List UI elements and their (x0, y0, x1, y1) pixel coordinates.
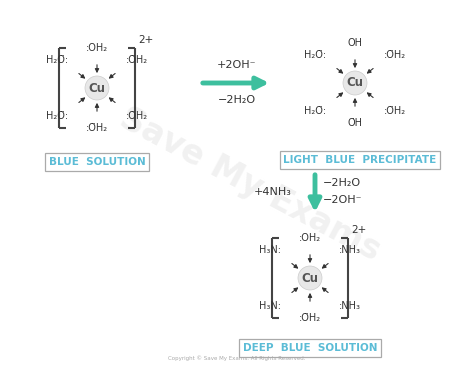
Text: 2+: 2+ (138, 35, 153, 45)
Text: LIGHT  BLUE  PRECIPITATE: LIGHT BLUE PRECIPITATE (283, 155, 437, 165)
Text: :ÖH₂: :ÖH₂ (299, 313, 321, 323)
Text: −2OH⁻: −2OH⁻ (323, 195, 363, 205)
Text: −2H₂O: −2H₂O (323, 178, 361, 188)
Circle shape (343, 71, 367, 95)
Text: :ÖH₂: :ÖH₂ (384, 105, 406, 116)
Circle shape (298, 266, 322, 290)
Text: Save My Exams: Save My Exams (114, 102, 386, 268)
Text: Cu: Cu (301, 272, 319, 284)
Text: H₂Ö:: H₂Ö: (46, 111, 68, 120)
Text: BLUE  SOLUTION: BLUE SOLUTION (49, 157, 146, 167)
Text: :ÖH₂: :ÖH₂ (384, 50, 406, 60)
Circle shape (85, 76, 109, 100)
Text: +4NH₃: +4NH₃ (254, 187, 292, 197)
Text: :NH₃: :NH₃ (339, 245, 361, 255)
Text: H₂Ö:: H₂Ö: (46, 55, 68, 65)
Text: Cu: Cu (346, 77, 364, 89)
Text: :NH₃: :NH₃ (339, 301, 361, 311)
Text: ÖH: ÖH (347, 118, 363, 128)
Text: OH: OH (347, 38, 363, 48)
Text: :ÖH₂: :ÖH₂ (126, 55, 148, 65)
Text: :OH₂: :OH₂ (299, 233, 321, 243)
Text: :ÖH₂: :ÖH₂ (86, 123, 108, 133)
Text: :ÖH₂: :ÖH₂ (126, 111, 148, 120)
Text: +2OH⁻: +2OH⁻ (217, 60, 257, 70)
Text: Cu: Cu (89, 81, 106, 95)
Text: −2H₂O: −2H₂O (218, 95, 256, 105)
Text: :OH₂: :OH₂ (86, 43, 108, 53)
Text: 2+: 2+ (351, 225, 366, 235)
Text: H₂Ö:: H₂Ö: (304, 105, 326, 116)
Text: Copyright © Save My Exams. All Rights Reserved.: Copyright © Save My Exams. All Rights Re… (168, 356, 306, 361)
Text: H₃N:: H₃N: (259, 245, 281, 255)
Text: DEEP  BLUE  SOLUTION: DEEP BLUE SOLUTION (243, 343, 377, 353)
Text: H₃N:: H₃N: (259, 301, 281, 311)
Text: H₂Ö:: H₂Ö: (304, 50, 326, 60)
